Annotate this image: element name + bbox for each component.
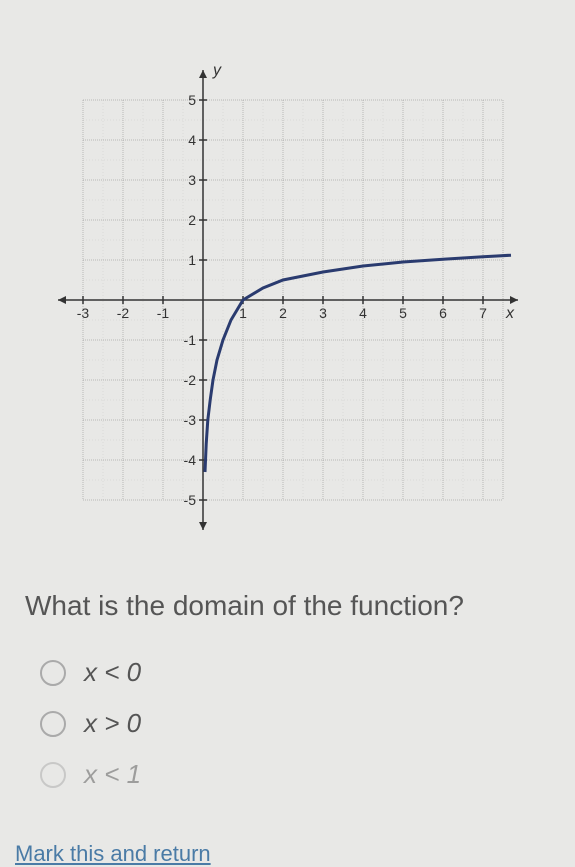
ytick-label: -4 xyxy=(183,452,196,468)
xtick-label: -3 xyxy=(76,305,89,321)
xtick-label: 7 xyxy=(479,305,487,321)
ytick-label: 3 xyxy=(188,172,196,188)
xtick-label: 2 xyxy=(279,305,287,321)
y-axis-label: y xyxy=(212,62,222,79)
xtick-label: -2 xyxy=(116,305,129,321)
ytick-label: -5 xyxy=(183,492,196,508)
x-axis-label: x xyxy=(505,305,515,322)
x-axis-arrow xyxy=(510,296,518,304)
option-row[interactable]: x < 0 xyxy=(40,657,560,688)
y-axis-arrow-top xyxy=(199,70,207,78)
log-function-chart: -3 -2 -1 1 2 3 4 5 6 7 5 4 3 2 1 -1 -2 -… xyxy=(48,50,528,550)
x-axis-arrow-left xyxy=(58,296,66,304)
option-row[interactable]: x > 0 xyxy=(40,708,560,739)
radio-circle-icon xyxy=(40,711,66,737)
option-text: x < 1 xyxy=(84,759,141,790)
radio-circle-icon xyxy=(40,660,66,686)
option-text: x < 0 xyxy=(84,657,141,688)
y-axis-arrow-bottom xyxy=(199,522,207,530)
chart-container: -3 -2 -1 1 2 3 4 5 6 7 5 4 3 2 1 -1 -2 -… xyxy=(15,50,560,550)
option-row[interactable]: x < 1 xyxy=(40,759,560,790)
xtick-label: 6 xyxy=(439,305,447,321)
xtick-label: 5 xyxy=(399,305,407,321)
xtick-label: -1 xyxy=(156,305,169,321)
question-text: What is the domain of the function? xyxy=(25,590,560,622)
log-curve xyxy=(205,255,511,472)
xtick-label: 4 xyxy=(359,305,367,321)
ytick-label: 1 xyxy=(188,252,196,268)
ytick-label: -1 xyxy=(183,332,196,348)
chart-svg: -3 -2 -1 1 2 3 4 5 6 7 5 4 3 2 1 -1 -2 -… xyxy=(48,50,528,550)
xtick-label: 3 xyxy=(319,305,327,321)
ytick-label: 5 xyxy=(188,92,196,108)
radio-circle-icon xyxy=(40,762,66,788)
ytick-label: 2 xyxy=(188,212,196,228)
option-text: x > 0 xyxy=(84,708,141,739)
ytick-label: -3 xyxy=(183,412,196,428)
ytick-label: -2 xyxy=(183,372,196,388)
mark-return-link[interactable]: Mark this and return xyxy=(15,841,211,867)
ytick-label: 4 xyxy=(188,132,196,148)
